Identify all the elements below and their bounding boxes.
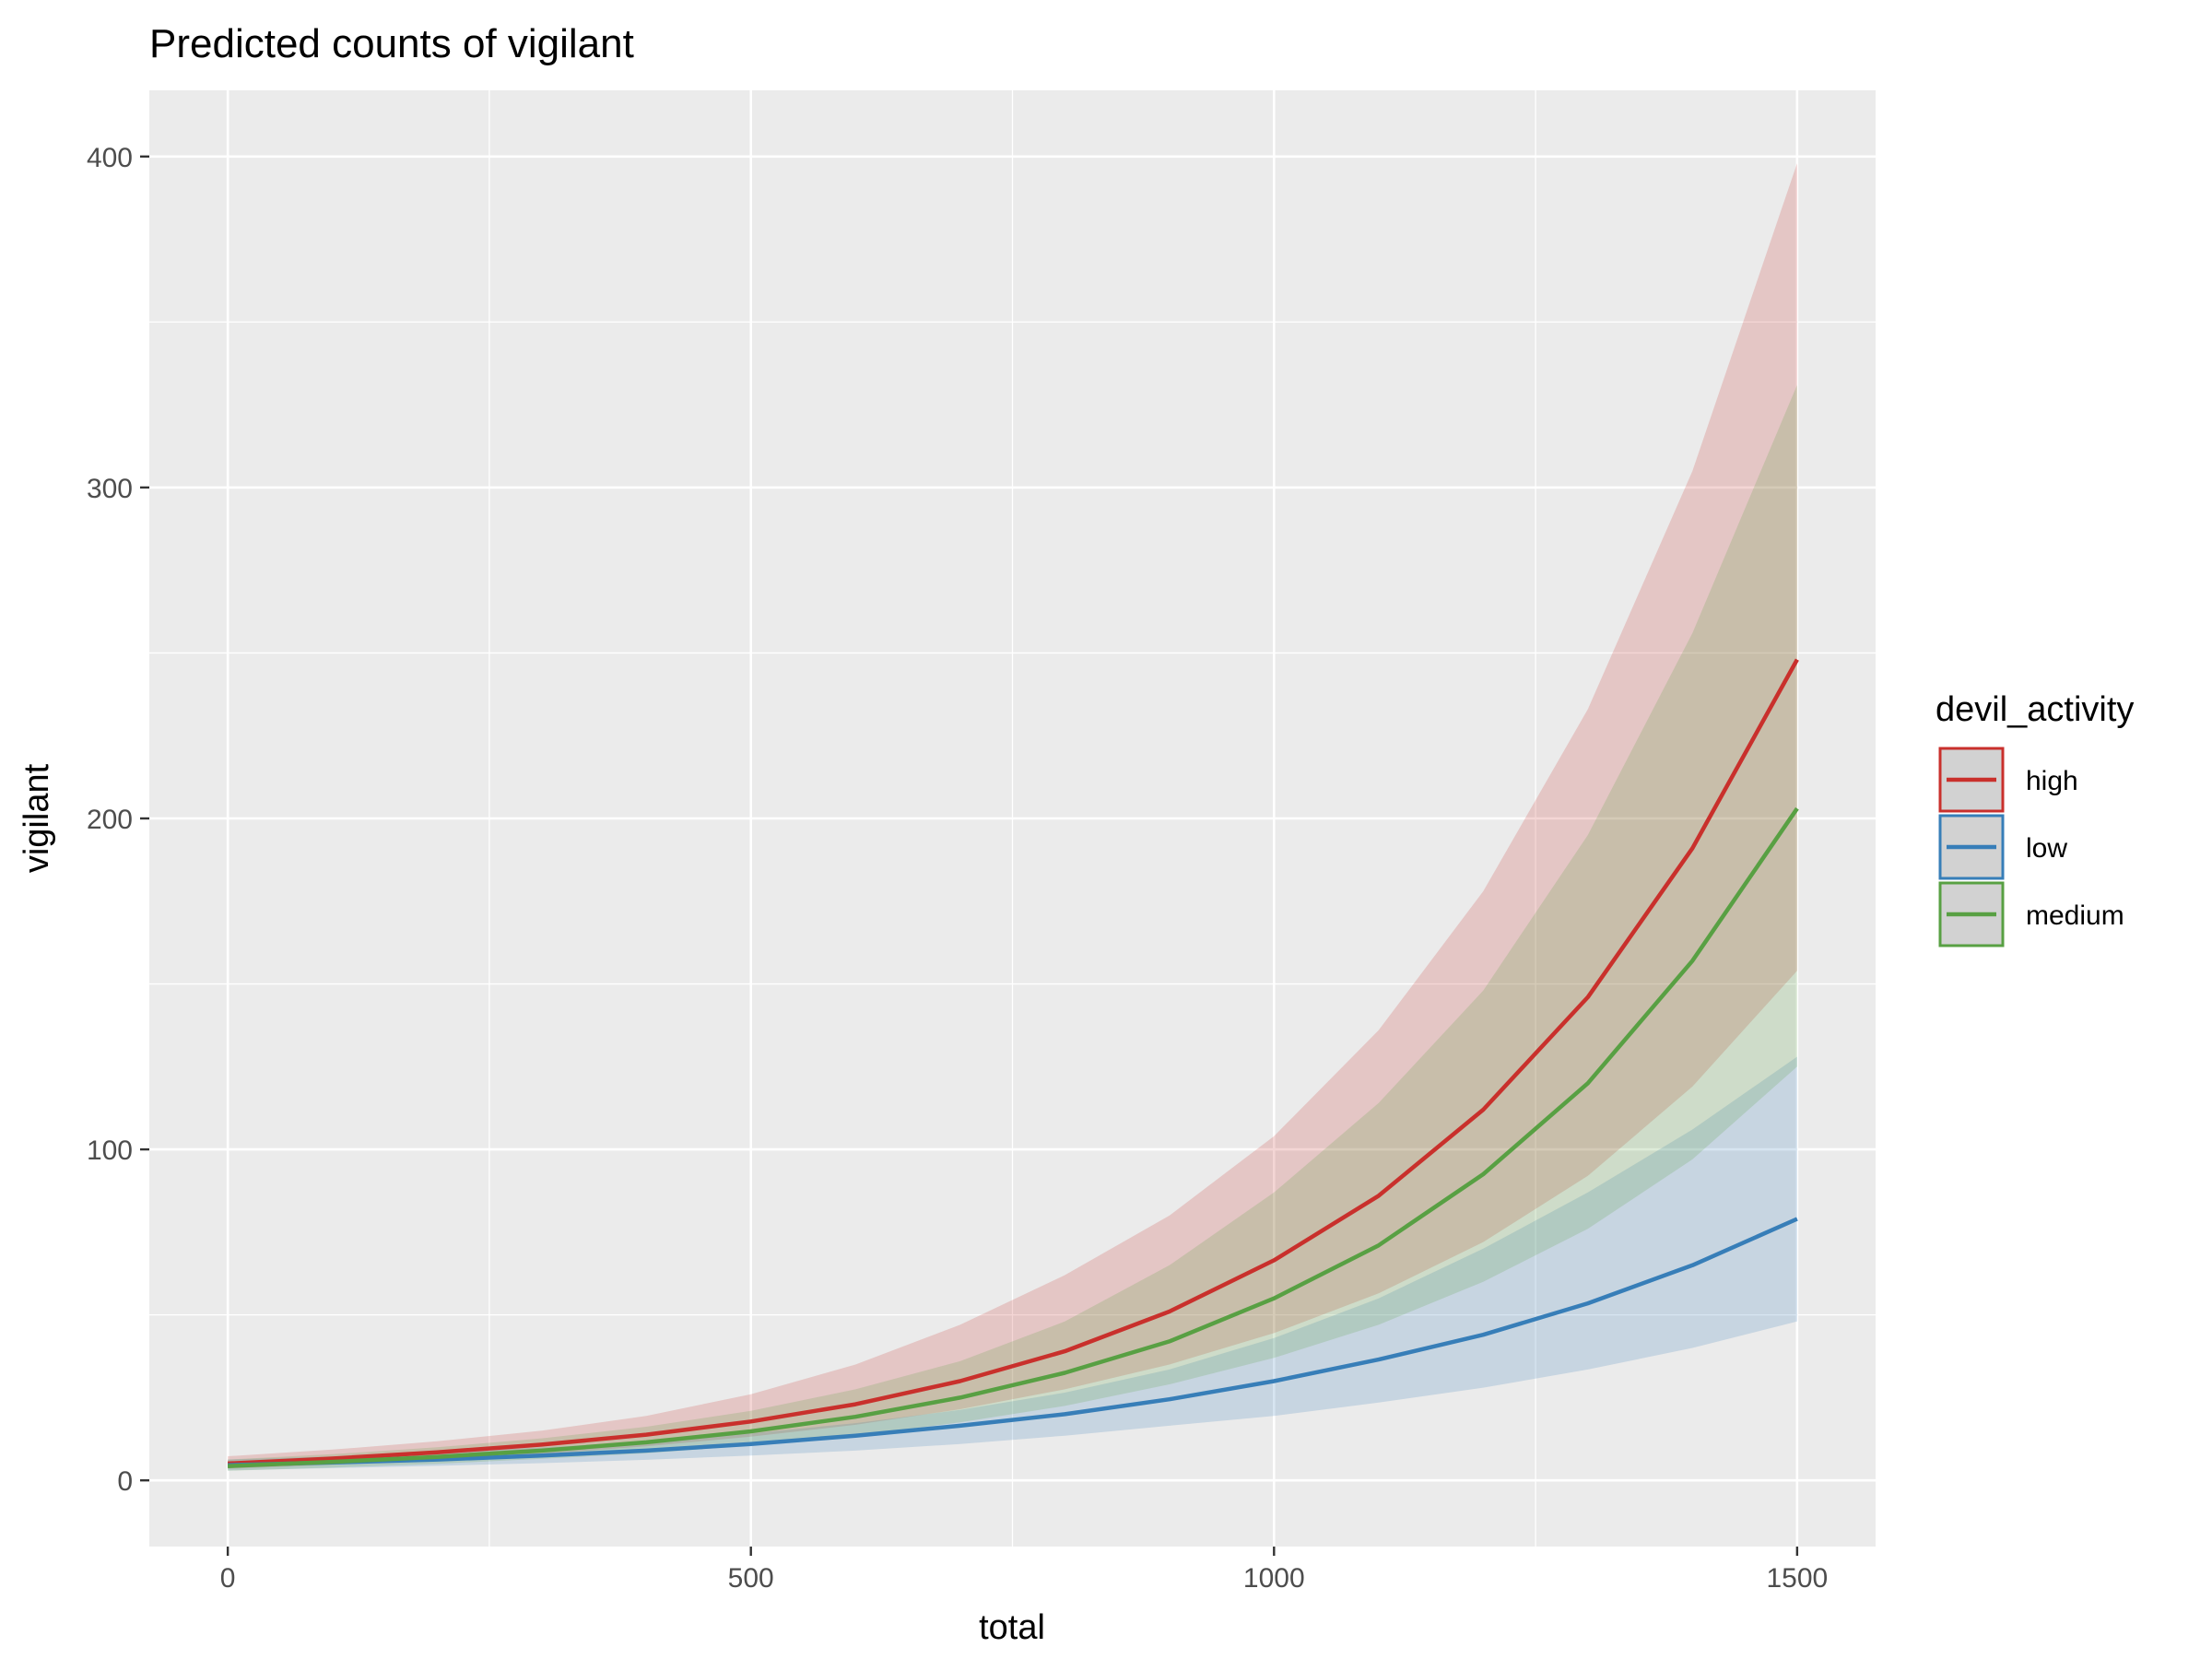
x-tick-label: 1000 <box>1243 1563 1305 1594</box>
x-tick-label: 0 <box>220 1563 236 1594</box>
x-tick-label: 1500 <box>1766 1563 1828 1594</box>
legend-items: high low medium <box>1938 747 2124 947</box>
legend-title: devil_activity <box>1936 690 2134 729</box>
line-medium <box>228 806 1799 1468</box>
legend-label-low: low <box>2026 833 2067 864</box>
y-tick-label: 100 <box>87 1135 133 1166</box>
x-axis-title: total <box>979 1608 1045 1647</box>
major-gridlines <box>149 90 1876 1547</box>
confidence-ribbons <box>228 163 1797 1471</box>
chart-title: Predicted counts of vigilant <box>149 21 634 66</box>
y-tick-label: 200 <box>87 805 133 835</box>
ribbon-medium <box>228 384 1797 1471</box>
line-low <box>228 1217 1798 1467</box>
axis-ticks <box>140 155 1799 1556</box>
series-lines <box>227 658 1799 1468</box>
x-tick-labels: 0 500 1000 1500 <box>220 1563 1828 1594</box>
legend-label-medium: medium <box>2026 900 2124 931</box>
y-tick-label: 400 <box>87 143 133 173</box>
legend: devil_activity high low medium <box>1936 690 2134 947</box>
x-tick-label: 500 <box>728 1563 774 1594</box>
legend-item-medium: medium <box>1938 881 2124 947</box>
y-tick-labels: 0 100 200 300 400 <box>87 143 133 1497</box>
ribbon-low <box>228 1056 1797 1471</box>
y-tick-label: 0 <box>117 1466 133 1497</box>
legend-item-low: low <box>1938 814 2067 880</box>
ribbon-high <box>228 163 1797 1469</box>
y-axis-title: vigilant <box>18 763 56 873</box>
line-high <box>227 658 1799 1466</box>
y-tick-label: 300 <box>87 474 133 504</box>
legend-item-high: high <box>1938 747 2078 813</box>
legend-label-high: high <box>2026 766 2078 796</box>
